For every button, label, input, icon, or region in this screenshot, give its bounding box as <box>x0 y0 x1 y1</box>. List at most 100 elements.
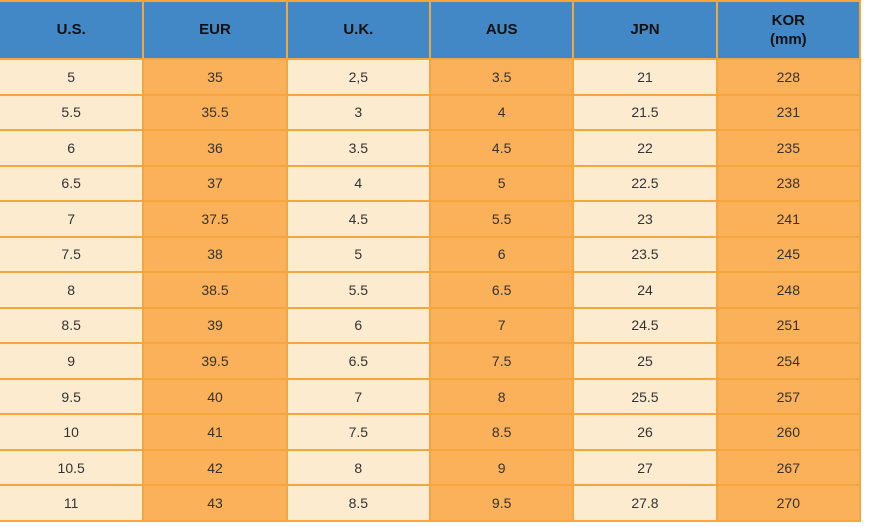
table-cell: 254 <box>715 342 862 380</box>
table-cell: 7 <box>0 200 145 238</box>
table-cell: 8.5 <box>285 484 431 522</box>
table-cell: 241 <box>715 200 862 238</box>
table-cell: 7.5 <box>0 235 145 274</box>
table-cell: 3.5 <box>428 58 575 96</box>
table-cell: 5 <box>285 235 431 274</box>
table-cell: 238 <box>715 164 862 203</box>
table-cell: 3 <box>285 93 431 132</box>
table-cell: 5.5 <box>285 271 431 309</box>
column-header-eur: EUR <box>142 0 288 60</box>
table-cell: 251 <box>715 306 862 345</box>
table-row: 8 38.5 5.5 6.5 24 248 <box>0 271 862 309</box>
table-cell: 43 <box>142 484 288 522</box>
table-cell: 35.5 <box>142 93 288 132</box>
table-cell: 25.5 <box>572 377 718 416</box>
table-cell: 42 <box>142 448 288 487</box>
table-cell: 8 <box>428 377 575 416</box>
table-cell: 6 <box>0 129 145 167</box>
table-row: 8.5 39 6 7 24.5 251 <box>0 306 862 345</box>
table-cell: 35 <box>142 58 288 96</box>
table-cell: 26 <box>572 413 718 451</box>
table-cell: 9.5 <box>428 484 575 522</box>
table-header-row: U.S. EUR U.K. AUS JPN <box>0 0 862 60</box>
column-header-label: U.S. <box>56 21 86 39</box>
table-row: 7.5 38 5 6 23.5 245 <box>0 235 862 274</box>
table-cell: 257 <box>715 377 862 416</box>
table-cell: 2,5 <box>285 58 431 96</box>
table-cell: 9 <box>0 342 145 380</box>
column-header-us: U.S. <box>0 0 145 60</box>
table-body: 5 35 2,5 3.5 21 228 5.5 35.5 3 4 21.5 23… <box>0 58 862 522</box>
column-header-jpn: JPN <box>572 0 718 60</box>
table-row: 10 41 7.5 8.5 26 260 <box>0 413 862 451</box>
table-cell: 7 <box>285 377 431 416</box>
table-cell: 8 <box>285 448 431 487</box>
table-cell: 260 <box>715 413 862 451</box>
table-cell: 25 <box>572 342 718 380</box>
table-cell: 6.5 <box>285 342 431 380</box>
column-header-sub: (mm) <box>769 31 807 48</box>
table-cell: 6.5 <box>0 164 145 203</box>
table-cell: 3.5 <box>285 129 431 167</box>
table-cell: 5 <box>0 58 145 96</box>
column-header-label: EUR <box>199 21 231 39</box>
table-cell: 38 <box>142 235 288 274</box>
table-row: 5.5 35.5 3 4 21.5 231 <box>0 93 862 132</box>
table-cell: 24.5 <box>572 306 718 345</box>
table-cell: 38.5 <box>142 271 288 309</box>
table-cell: 4 <box>428 93 575 132</box>
table-cell: 39.5 <box>142 342 288 380</box>
table-row: 7 37.5 4.5 5.5 23 241 <box>0 200 862 238</box>
table-cell: 7.5 <box>285 413 431 451</box>
table-cell: 4.5 <box>428 129 575 167</box>
table-cell: 22.5 <box>572 164 718 203</box>
table-cell: 23.5 <box>572 235 718 274</box>
table-cell: 7 <box>428 306 575 345</box>
table-row: 10.5 42 8 9 27 267 <box>0 448 862 487</box>
table-cell: 4 <box>285 164 431 203</box>
table-cell: 5 <box>428 164 575 203</box>
table-cell: 9 <box>428 448 575 487</box>
table-row: 11 43 8.5 9.5 27.8 270 <box>0 484 862 522</box>
table-cell: 36 <box>142 129 288 167</box>
table-cell: 4.5 <box>285 200 431 238</box>
column-header-aus: AUS <box>428 0 575 60</box>
table-row: 9.5 40 7 8 25.5 257 <box>0 377 862 416</box>
column-header-kor: KOR (mm) <box>715 0 862 60</box>
table-row: 6 36 3.5 4.5 22 235 <box>0 129 862 167</box>
column-header-label: U.K. <box>343 21 374 39</box>
table-cell: 8.5 <box>0 306 145 345</box>
column-header-label: AUS <box>485 21 518 39</box>
table-cell: 22 <box>572 129 718 167</box>
table-cell: 39 <box>142 306 288 345</box>
table-cell: 23 <box>572 200 718 238</box>
table-cell: 40 <box>142 377 288 416</box>
table-cell: 37.5 <box>142 200 288 238</box>
table-row: 9 39.5 6.5 7.5 25 254 <box>0 342 862 380</box>
table-cell: 21 <box>572 58 718 96</box>
table-cell: 5.5 <box>0 93 145 132</box>
table-cell: 10.5 <box>0 448 145 487</box>
table-cell: 248 <box>715 271 862 309</box>
table-cell: 231 <box>715 93 862 132</box>
table-row: 5 35 2,5 3.5 21 228 <box>0 58 862 96</box>
table-cell: 41 <box>142 413 288 451</box>
table-cell: 10 <box>0 413 145 451</box>
column-header-label: JPN <box>630 21 660 39</box>
table-cell: 6 <box>428 235 575 274</box>
table-cell: 7.5 <box>428 342 575 380</box>
table-cell: 228 <box>715 58 862 96</box>
table-cell: 270 <box>715 484 862 522</box>
table-cell: 235 <box>715 129 862 167</box>
table-cell: 8.5 <box>428 413 575 451</box>
table-cell: 245 <box>715 235 862 274</box>
table-cell: 6.5 <box>428 271 575 309</box>
column-header-label: KOR <box>771 11 805 29</box>
table-cell: 5.5 <box>428 200 575 238</box>
table-cell: 37 <box>142 164 288 203</box>
table-cell: 24 <box>572 271 718 309</box>
table-cell: 27 <box>572 448 718 487</box>
table-cell: 27.8 <box>572 484 718 522</box>
